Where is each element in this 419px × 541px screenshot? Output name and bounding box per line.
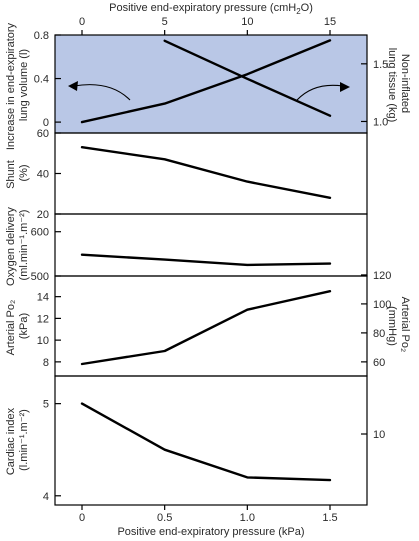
arterial-po2-kpa-y-14-tick-label: 14 <box>37 292 49 304</box>
non-inflated-lung-ylabel-line2: lung tissue (kg) <box>386 48 398 123</box>
arterial-po2-ylabel: Arterial Po₂ (kPa) <box>5 297 30 356</box>
arterial-po2-line <box>80 290 332 366</box>
shunt-y-20-tick-label: 20 <box>37 209 49 221</box>
oxygen-delivery-panel-frame <box>54 213 368 277</box>
cardiac-index-y-5-tick-label: 5 <box>43 399 49 411</box>
non-inflated-lung-ylabel: Non-inflated lung tissue (kg) <box>386 48 411 123</box>
arterial-po2-mmhg-ylabel-line1: Arterial Po₂ <box>399 297 411 353</box>
lung-volume-ylabel: Increase in end-expiratory lung volume (… <box>5 20 30 150</box>
cardiac-index-ylabel-line2: (l.min⁻¹.m⁻²) <box>18 409 30 471</box>
lung-volume-ylabel-line1: Increase in end-expiratory <box>5 22 17 150</box>
bottom-x-tick-1.5-label: 1.5 <box>322 512 337 524</box>
cardiac-index-right-y-10-tick-label: 10 <box>373 429 385 441</box>
arterial-po2-mmhg-y-120-tick-label: 120 <box>373 270 391 282</box>
cardiac-index-panel-frame <box>54 375 368 506</box>
non-inflated-y-1.0-tick-label: 1.0 <box>373 116 388 128</box>
arterial-po2-mmhg-y-80-tick-label: 80 <box>373 328 385 340</box>
bottom-axis-label: Positive end-expiratory pressure (kPa) <box>117 526 304 538</box>
left-arrowhead <box>68 81 78 91</box>
lung-volume-ylabel-line2: lung volume (l) <box>18 49 30 121</box>
top-axis-label-main: Positive end-expiratory pressure (cmH <box>109 2 296 14</box>
non-inflated-line <box>163 39 332 117</box>
arterial-po2-kpa-y-10-tick-label: 10 <box>37 335 49 347</box>
arterial-po2-mmhg-y-100-tick-label: 100 <box>373 299 391 311</box>
cardiac-index-ylabel: Cardiac index (l.min⁻¹.m⁻²) <box>5 405 30 475</box>
shunt-panel-frame <box>54 132 368 215</box>
oxygen-delivery-y-600-tick-label: 600 <box>31 227 49 239</box>
arterial-po2-mmhg-y-60-tick-label: 60 <box>373 357 385 369</box>
cardiac-index-line <box>80 402 332 482</box>
oxygen-delivery-ylabel: Oxygen delivery (ml.min⁻¹.m⁻²) <box>5 204 30 286</box>
arterial-po2-kpa-y-12-tick-label: 12 <box>37 313 49 325</box>
top-x-tick-0-label: 0 <box>79 16 85 28</box>
top-x-tick-15-label: 15 <box>324 16 336 28</box>
lung-volume-y-0.4-tick-label: 0.4 <box>34 74 49 86</box>
top-axis-label: Positive end-expiratory pressure (cmH2O) <box>109 2 313 16</box>
shunt-line <box>80 146 332 199</box>
bottom-x-tick-0-label: 0 <box>79 512 85 524</box>
bottom-x-tick-0.5-label: 0.5 <box>157 512 172 524</box>
arterial-po2-ylabel-line2: (kPa) <box>18 313 30 339</box>
lung-volume-y-0-tick-label: 0 <box>43 117 49 129</box>
lung-volume-line <box>80 39 332 124</box>
cardiac-index-ylabel-line1: Cardiac index <box>5 407 17 475</box>
cardiac-index-y-4-tick-label: 4 <box>43 491 49 503</box>
oxygen-delivery-y-500-tick-label: 500 <box>31 271 49 283</box>
bottom-x-tick-1.0-label: 1.0 <box>240 512 255 524</box>
right-arrowhead <box>340 82 350 92</box>
lung-volume-y-0.8-tick-label: 0.8 <box>34 30 49 42</box>
arterial-po2-mmhg-ylabel: Arterial Po₂ (mmHg) <box>386 297 411 356</box>
shunt-ylabel-line2: (%) <box>18 164 30 181</box>
top-x-tick-5-label: 5 <box>162 16 168 28</box>
shunt-ylabel: Shunt (%) <box>5 157 30 189</box>
oxygen-delivery-ylabel-line2: (ml.min⁻¹.m⁻²) <box>18 210 30 281</box>
arterial-po2-mmhg-ylabel-line2: (mmHg) <box>386 306 398 346</box>
chart-marks: 00.40.81.01.50 5 10 15204060500600810121460… <box>31 16 392 524</box>
left-axis-pointer-arrow <box>73 84 131 101</box>
top-axis-label-subscript: 2 <box>296 7 301 16</box>
top-x-tick-10-label: 10 <box>241 16 253 28</box>
top-axis-label-end: O) <box>301 2 313 14</box>
shunt-ylabel-line1: Shunt <box>5 160 17 189</box>
right-axis-pointer-arrow <box>296 84 344 101</box>
oxygen-delivery-line <box>80 253 332 267</box>
non-inflated-lung-ylabel-line1: Non-inflated <box>399 54 411 113</box>
non-inflated-y-1.5-tick-label: 1.5 <box>373 59 388 71</box>
shunt-y-60-tick-label: 60 <box>37 128 49 140</box>
shunt-y-40-tick-label: 40 <box>37 169 49 181</box>
oxygen-delivery-ylabel-line1: Oxygen delivery <box>5 207 17 286</box>
arterial-po2-ylabel-line1: Arterial Po₂ <box>5 300 17 356</box>
arterial-po2-kpa-y-8-tick-label: 8 <box>43 357 49 369</box>
